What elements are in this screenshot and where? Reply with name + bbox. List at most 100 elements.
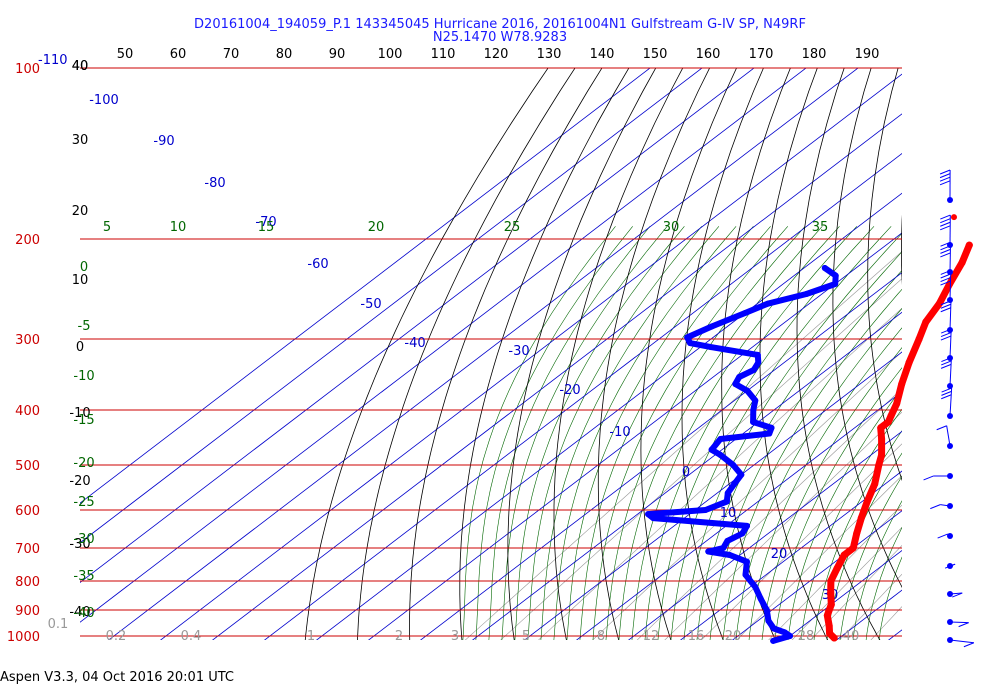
dewpoint-point (650, 515, 657, 522)
mixing-ratio-line (768, 504, 902, 640)
dry-adiabat-line (507, 68, 657, 640)
wind-barb-feather (940, 214, 951, 220)
dry-adiabat-line (459, 68, 630, 640)
height-label: -40 (69, 605, 90, 620)
temperature-point (826, 630, 834, 638)
dewpoint-point (750, 406, 757, 413)
height-label: -30 (69, 537, 90, 552)
moist-adiabat-label: -40 (73, 606, 94, 621)
temperature-point (871, 480, 879, 488)
dewpoint-point (744, 387, 751, 394)
dewpoint-point (781, 629, 788, 636)
moist-adiabat-line (878, 556, 902, 640)
temperature-point (898, 380, 906, 388)
wind-barb-feather (940, 221, 951, 227)
mixing-ratio-label: 1 (307, 629, 315, 644)
mixing-ratio-label: 8 (597, 629, 605, 644)
moist-adiabat-line (839, 475, 902, 640)
pressure-label: 300 (15, 333, 40, 348)
temperature-point (827, 600, 835, 608)
wind-barb-feather (952, 592, 963, 598)
wind-barb-feather (940, 363, 952, 369)
wind-barb-staff (949, 357, 952, 387)
isotherm-line (80, 68, 807, 623)
dry-adiabat-line (357, 68, 576, 640)
isotherm-line (80, 68, 755, 584)
dry-adiabat-line (759, 68, 829, 640)
dry-adiabat-line (640, 68, 737, 640)
temperature-point (893, 400, 901, 408)
dewpoint-point (726, 551, 733, 558)
moist-adiabat-line (566, 226, 754, 640)
mixing-ratio-line (700, 443, 902, 640)
isotherm-line (680, 470, 902, 640)
mixing-ratio-line (791, 526, 902, 640)
dry-adiabat-line (553, 68, 684, 640)
temperature-point (827, 577, 835, 585)
moist-adiabat-line (722, 288, 902, 640)
mixing-ratio-line (810, 544, 902, 640)
isotherm-label: -60 (307, 257, 328, 272)
wind-barbs (923, 169, 975, 648)
temperature-point (830, 634, 838, 642)
moist-adiabat-line (683, 232, 902, 640)
wind-barb-feather (939, 176, 951, 182)
mixing-ratio-label: 12 (643, 629, 660, 644)
dewpoint-point (705, 548, 712, 555)
isotherm-line (982, 42, 1000, 648)
dewpoint-point (723, 498, 730, 505)
wind-barb-feather (940, 280, 951, 286)
wind-barb-staff (949, 242, 952, 273)
isotherm-label: -80 (204, 176, 225, 191)
wind-barb-staff (946, 425, 951, 447)
moist-adiabat-line (514, 226, 685, 640)
top-temp-label: 90 (329, 47, 346, 62)
wind-barb-feather (941, 328, 952, 334)
moist-adiabat-label: -35 (73, 569, 94, 584)
pressure-label: 400 (15, 404, 40, 419)
isotherm-label: -20 (559, 383, 580, 398)
moist-adiabat-line (748, 327, 902, 640)
wind-barb-feather (923, 475, 934, 481)
top-temp-label: 180 (802, 47, 827, 62)
temperature-point (965, 241, 973, 249)
moist-adiabat-label: -5 (78, 319, 91, 334)
isotherm-line (80, 68, 703, 544)
wind-barb-staff (949, 388, 953, 417)
dry-adiabat-line (409, 68, 603, 640)
mixing-ratio-line (870, 606, 902, 640)
mixing-ratio-label: 16 (688, 629, 705, 644)
isotherm-line (108, 68, 859, 640)
moist-adiabat-label: -15 (73, 413, 94, 428)
top-temp-label: 130 (537, 47, 562, 62)
temperature-point (922, 318, 930, 326)
moist-adiabat-label: 15 (258, 220, 275, 235)
temperature-point (935, 300, 943, 308)
top-temp-label: -110 (38, 53, 68, 68)
dewpoint-point (768, 424, 775, 431)
wind-barb-feather (940, 225, 951, 231)
pressure-label: 500 (15, 459, 40, 474)
dewpoint-point (743, 558, 750, 565)
dry-adiabat-line (867, 68, 902, 482)
moist-adiabat-line (813, 430, 902, 640)
height-label: 40 (72, 59, 89, 74)
height-label: 0 (76, 340, 84, 355)
top-temp-label: 100 (378, 47, 403, 62)
isotherm-line (264, 153, 902, 640)
dewpoint-point (739, 530, 746, 537)
moist-adiabats (462, 226, 902, 640)
dewpoint-point (755, 359, 762, 366)
temperature-point (849, 544, 857, 552)
dewpoint-point (717, 436, 724, 443)
moist-adiabat-label: -25 (73, 495, 94, 510)
moist-adiabat-label: 0 (80, 260, 88, 275)
dewpoint-point (742, 310, 749, 317)
isotherm-label: 0 (682, 465, 690, 480)
wind-barb-feather (940, 335, 952, 341)
moist-adiabat-line (527, 226, 702, 640)
top-temp-label: 190 (855, 47, 880, 62)
dewpoint-point (717, 451, 724, 458)
dewpoint-point (770, 625, 777, 632)
